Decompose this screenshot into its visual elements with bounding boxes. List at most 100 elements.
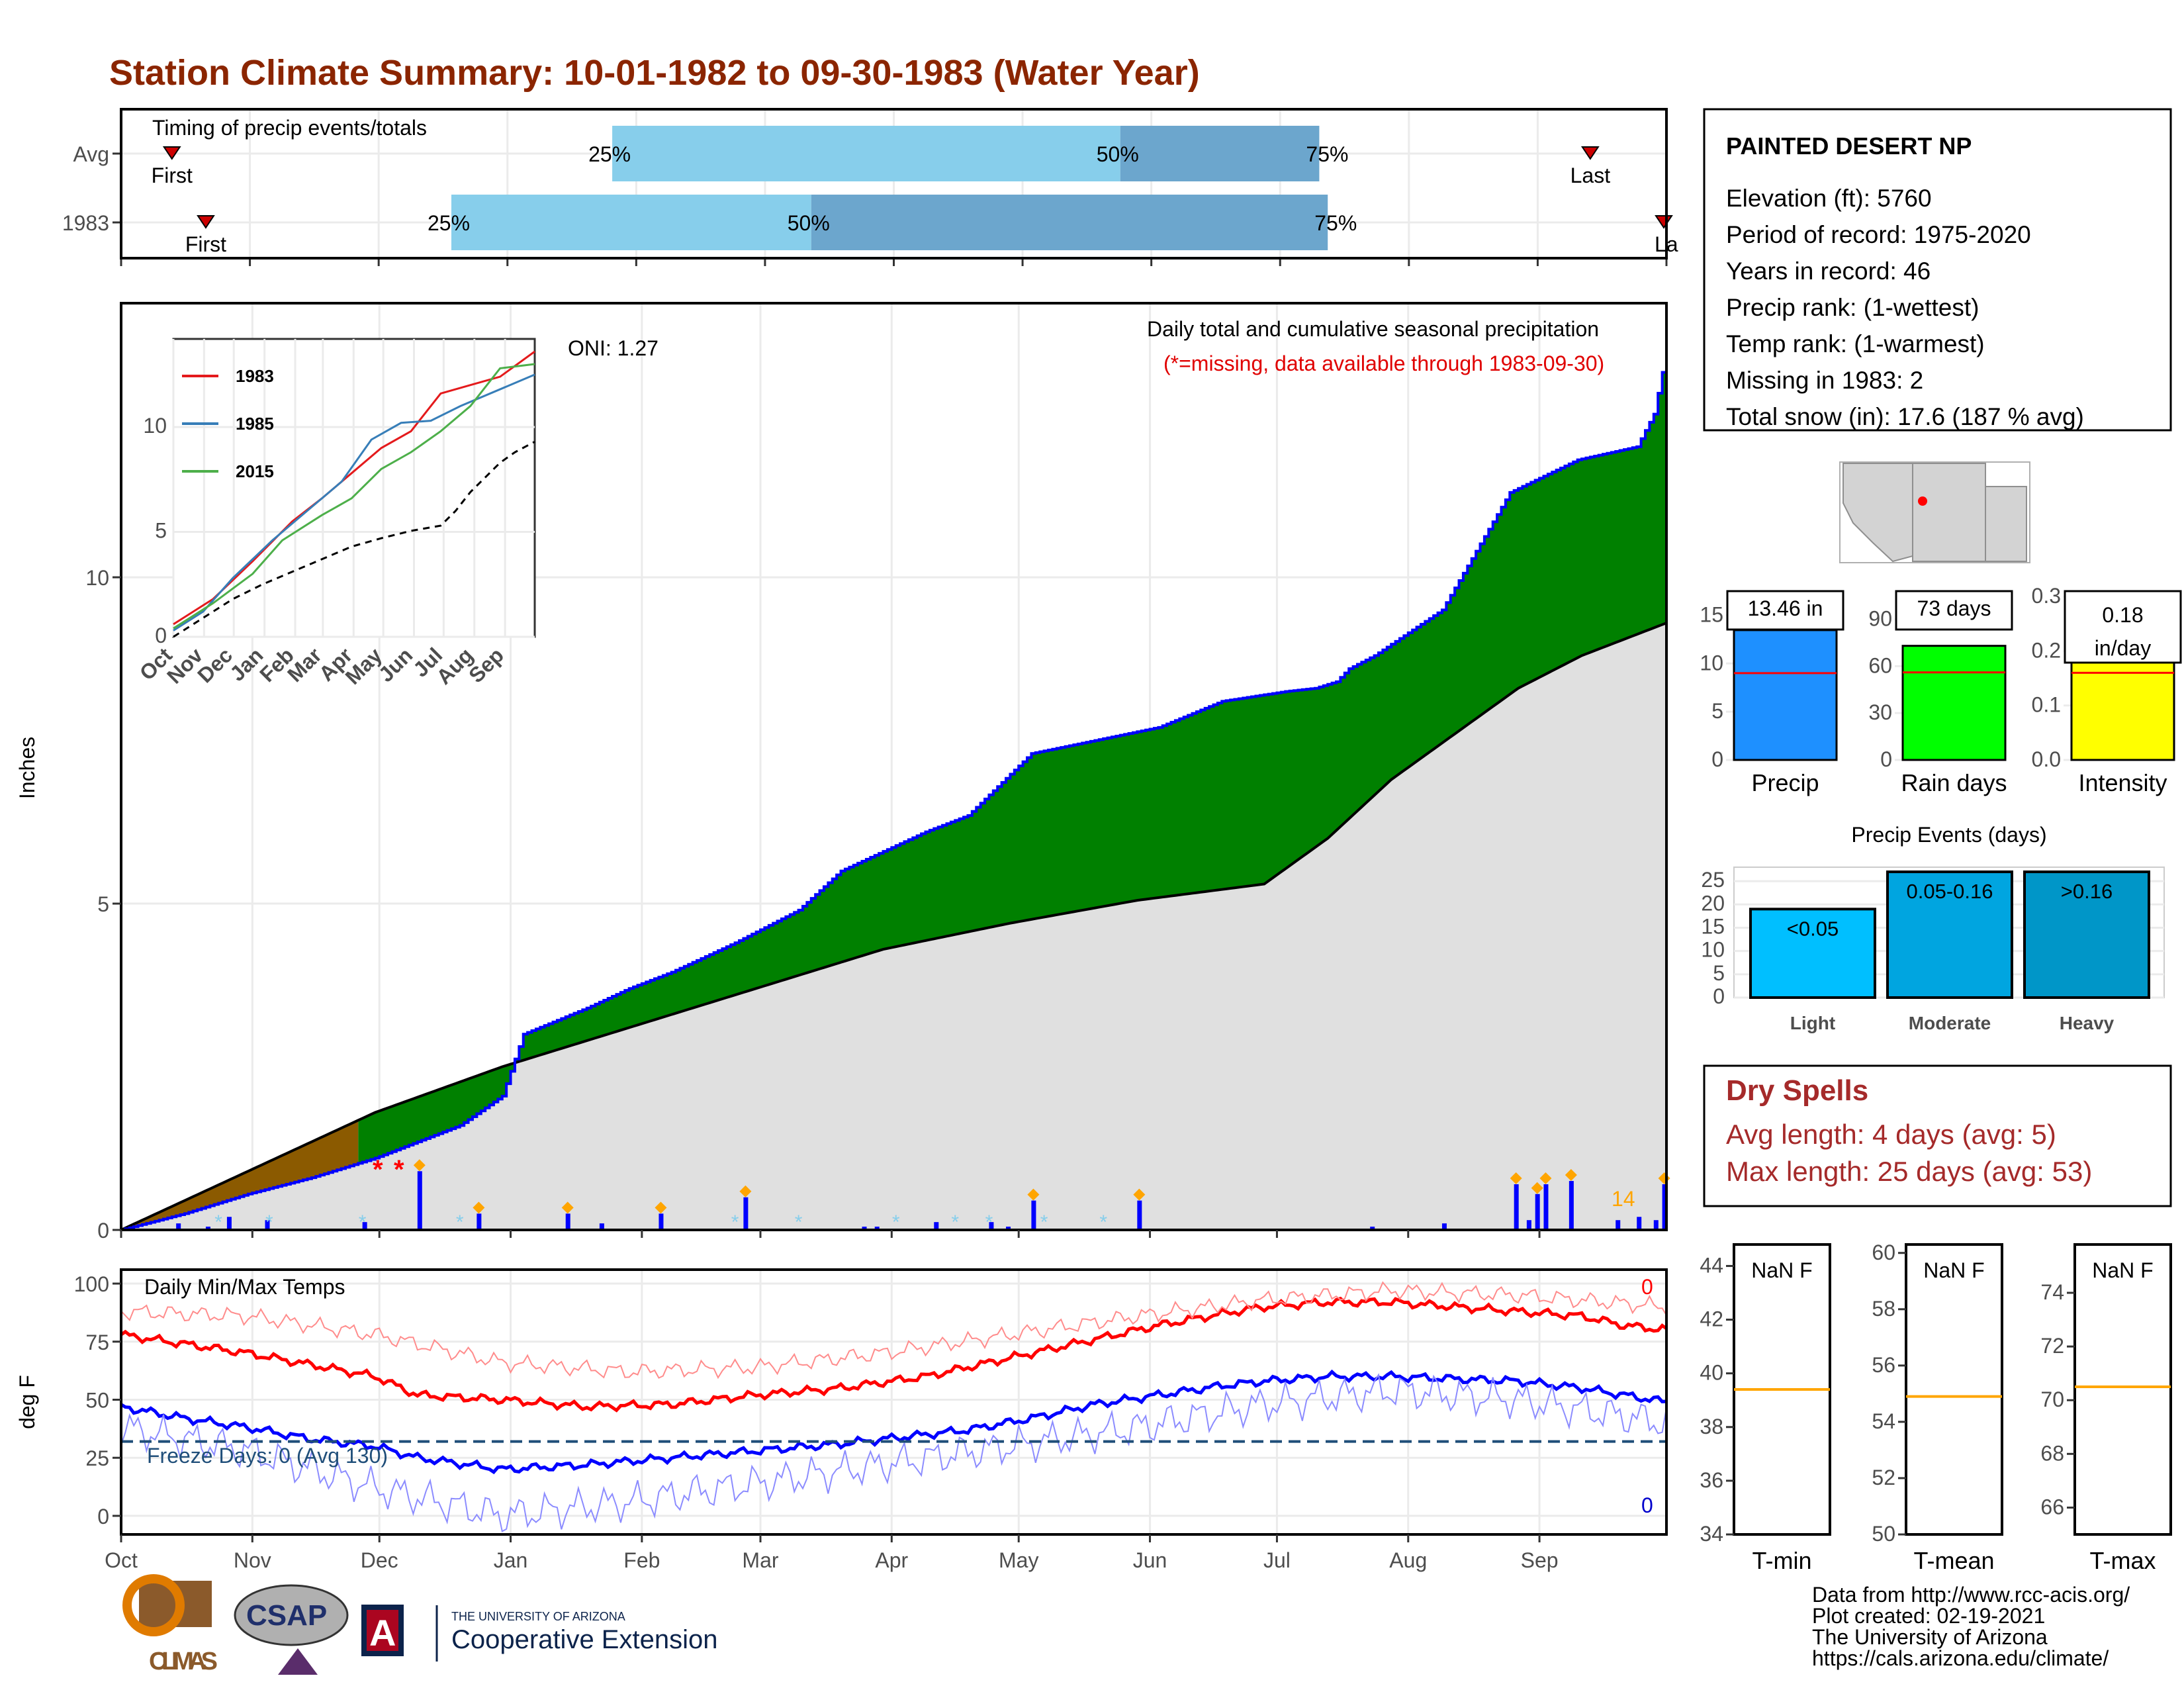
events-bar-label: 0.05-0.16 (1907, 880, 1993, 903)
summary-ytick: 0.0 (2032, 747, 2061, 771)
summary-bar-label: Precip (1751, 769, 1819, 796)
max-count-label: 0 (1641, 1275, 1653, 1299)
events-category: Light (1790, 1013, 1835, 1033)
station-name: PAINTED DESERT NP (1726, 132, 1972, 160)
ua-logo: A THE UNIVERSITY OF ARIZONA Cooperative … (361, 1605, 717, 1662)
station-info-line: Years in record: 46 (1726, 258, 1931, 285)
dry-spell-max: Max length: 25 days (avg: 53) (1726, 1156, 2092, 1187)
temp-box-ytick: 44 (1700, 1253, 1723, 1277)
timing-bar-50-75 (811, 195, 1328, 250)
temp-box-ytick: 34 (1700, 1522, 1723, 1546)
temp-box-frame (2073, 1243, 2172, 1536)
heavy-event-marker (413, 1159, 426, 1172)
inset-series-line (173, 373, 535, 632)
timing-row-label: 1983 (62, 211, 109, 235)
precip-ytick-label: 5 (97, 892, 109, 916)
month-label: Dec (361, 1548, 398, 1572)
inset-average-line (173, 440, 535, 638)
daily-min-line (120, 1369, 1667, 1475)
summary-bar-label: Rain days (1901, 769, 2007, 796)
inset-ytick: 5 (155, 519, 167, 543)
month-label: Jun (1133, 1548, 1167, 1572)
daily-precip-bar (1615, 1220, 1621, 1230)
daily-max-line (120, 1296, 1668, 1413)
station-info-box: PAINTED DESERT NP Elevation (ft): 5760 Pe… (1703, 108, 2172, 432)
first-event-marker (162, 146, 181, 160)
missing-note: (*=missing, data available through 1983-… (1163, 352, 1604, 375)
daily-precip-bar (1653, 1220, 1659, 1230)
station-info-line: Elevation (ft): 5760 (1726, 185, 1932, 212)
summary-value-text: 0.18 (2102, 603, 2143, 627)
heavy-event-marker (1133, 1188, 1146, 1201)
temp-box-ytick: 74 (2040, 1280, 2064, 1304)
temp-ytick-label: 25 (85, 1446, 109, 1470)
summary-ytick: 0.1 (2032, 693, 2061, 717)
daily-precip-bar (1569, 1181, 1574, 1230)
summary-bars: 0 5 10 15 13.46 in Precip 0 30 60 90 73 days Rain d… (1700, 584, 2182, 796)
daily-precip-bar (1031, 1200, 1036, 1230)
average-cumulative-line (120, 622, 1667, 1231)
daily-precip-bar (659, 1213, 664, 1230)
heavy-event-marker (655, 1201, 667, 1214)
summary-bar (2070, 661, 2175, 761)
daily-precip-bar (1662, 1184, 1667, 1230)
daily-precip-bar (226, 1217, 232, 1230)
min-count-label: 0 (1641, 1493, 1653, 1517)
last-event-label: Last (1570, 164, 1611, 187)
summary-ytick: 30 (1868, 700, 1892, 724)
station-box-frame (1703, 108, 2172, 432)
precip-count-label: 14 (1612, 1187, 1635, 1211)
daily-precip-bar (1137, 1200, 1142, 1230)
daily-precip-bar (1006, 1227, 1011, 1230)
events-bar-label: >0.16 (2061, 880, 2113, 903)
first-event-marker (197, 215, 215, 229)
first-event-label: First (185, 232, 226, 256)
daily-precip-bar (362, 1222, 367, 1230)
summary-ytick: 0 (1711, 747, 1723, 771)
temp-box-label: T-min (1752, 1547, 1812, 1574)
timing-bar-50-75 (1120, 126, 1320, 181)
inset-legend-label: 1983 (236, 366, 274, 386)
snow-marker: * (795, 1211, 803, 1233)
temp-box-ytick: 36 (1700, 1468, 1723, 1492)
temp-box-value: NaN F (1751, 1258, 1812, 1282)
snow-marker: * (214, 1211, 222, 1233)
summary-ytick: 60 (1868, 653, 1892, 677)
credit-line: Plot created: 02-19-2021 (1812, 1604, 2045, 1628)
precip-note: Daily total and cumulative seasonal prec… (1147, 317, 1599, 341)
month-label: May (999, 1548, 1038, 1572)
temp-label: Daily Min/Max Temps (144, 1275, 345, 1299)
summary-ytick: 0.3 (2032, 584, 2061, 608)
month-label: Apr (875, 1548, 908, 1572)
temp-box-ytick: 66 (2040, 1495, 2064, 1519)
temp-box-ytick: 42 (1700, 1307, 1723, 1331)
snow-marker: * (359, 1211, 367, 1233)
timing-frame (120, 108, 1668, 259)
inset-month-label: Sep (464, 643, 508, 687)
summary-value-box (1726, 590, 1844, 631)
summary-ytick: 10 (1700, 651, 1723, 675)
summary-value-box (2064, 590, 2182, 664)
avg-min-line (120, 1373, 1667, 1532)
dry-spells-frame (1703, 1064, 2172, 1207)
missing-mark: * (394, 1155, 404, 1184)
last-event-marker (1580, 146, 1600, 160)
summary-ytick: 0 (1880, 747, 1892, 771)
temp-ytick-label: 0 (97, 1505, 109, 1528)
events-ytick: 5 (1713, 961, 1725, 985)
ua-emblem (361, 1605, 404, 1656)
timing-p50-label: 50% (1097, 142, 1139, 166)
daily-precip-bar (565, 1213, 570, 1230)
timing-p75-label: 75% (1306, 142, 1348, 166)
daily-precip-bar (599, 1223, 604, 1230)
inset-series-line (173, 363, 535, 630)
daily-precip-bar (265, 1220, 270, 1230)
above-average-area (358, 351, 1666, 1165)
csap-logo: CSAP (234, 1584, 349, 1675)
climas-logo: CLIMAS (122, 1574, 218, 1675)
ua-small-text: THE UNIVERSITY OF ARIZONA (451, 1610, 625, 1623)
daily-precip-bar (1441, 1223, 1447, 1230)
snow-marker: * (985, 1211, 993, 1233)
